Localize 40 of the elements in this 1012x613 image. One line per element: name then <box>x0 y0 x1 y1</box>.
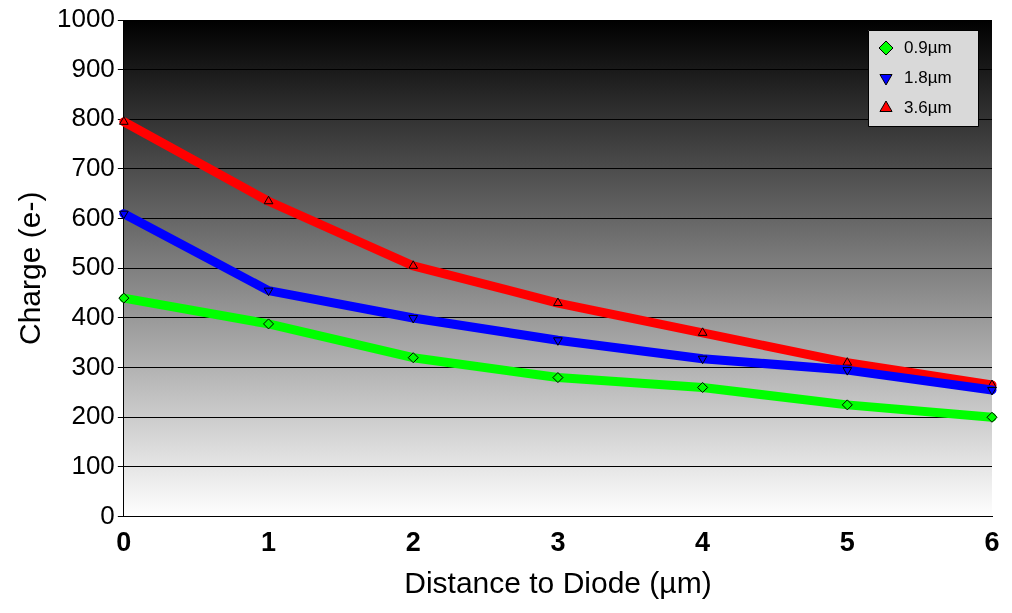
y-tick-label: 300 <box>71 350 115 381</box>
y-tick-label: 200 <box>71 400 115 431</box>
point <box>697 355 708 365</box>
point <box>842 357 853 366</box>
y-tick-label: 700 <box>71 152 115 183</box>
point <box>407 352 419 364</box>
point <box>842 367 853 376</box>
point <box>408 314 419 324</box>
y-tick-label: 1000 <box>57 3 115 34</box>
point <box>263 195 274 205</box>
x-tick-label: 6 <box>984 527 1000 558</box>
point <box>408 260 419 269</box>
x-axis-title: Distance to Diode (µm) <box>404 566 712 600</box>
legend-label: 1.8µm <box>904 67 952 87</box>
y-tick-label: 500 <box>71 251 115 282</box>
y-tick-label: 400 <box>71 301 115 332</box>
x-tick-label: 1 <box>261 527 277 558</box>
legend-label: 3.6µm <box>904 97 952 117</box>
point <box>841 399 853 411</box>
point <box>553 337 563 346</box>
x-tick-label: 2 <box>405 527 421 558</box>
point <box>552 372 564 384</box>
legend-label: 0.9µm <box>904 37 952 57</box>
y-tick-label: 600 <box>71 201 115 232</box>
y-axis-title: Charge (e-) <box>13 191 47 345</box>
point <box>697 327 708 336</box>
point <box>263 318 275 330</box>
point <box>987 386 997 396</box>
y-tick-label: 800 <box>71 102 115 133</box>
point <box>697 381 709 393</box>
y-tick-label: 900 <box>71 52 115 83</box>
point <box>263 287 274 297</box>
y-tick-label: 0 <box>100 499 115 530</box>
x-tick-label: 3 <box>550 527 566 558</box>
y-tick-label: 100 <box>71 450 115 481</box>
x-tick-label: 4 <box>695 527 711 558</box>
point <box>986 411 998 423</box>
point <box>553 297 563 307</box>
point <box>118 292 130 304</box>
x-tick-label: 5 <box>839 527 855 558</box>
